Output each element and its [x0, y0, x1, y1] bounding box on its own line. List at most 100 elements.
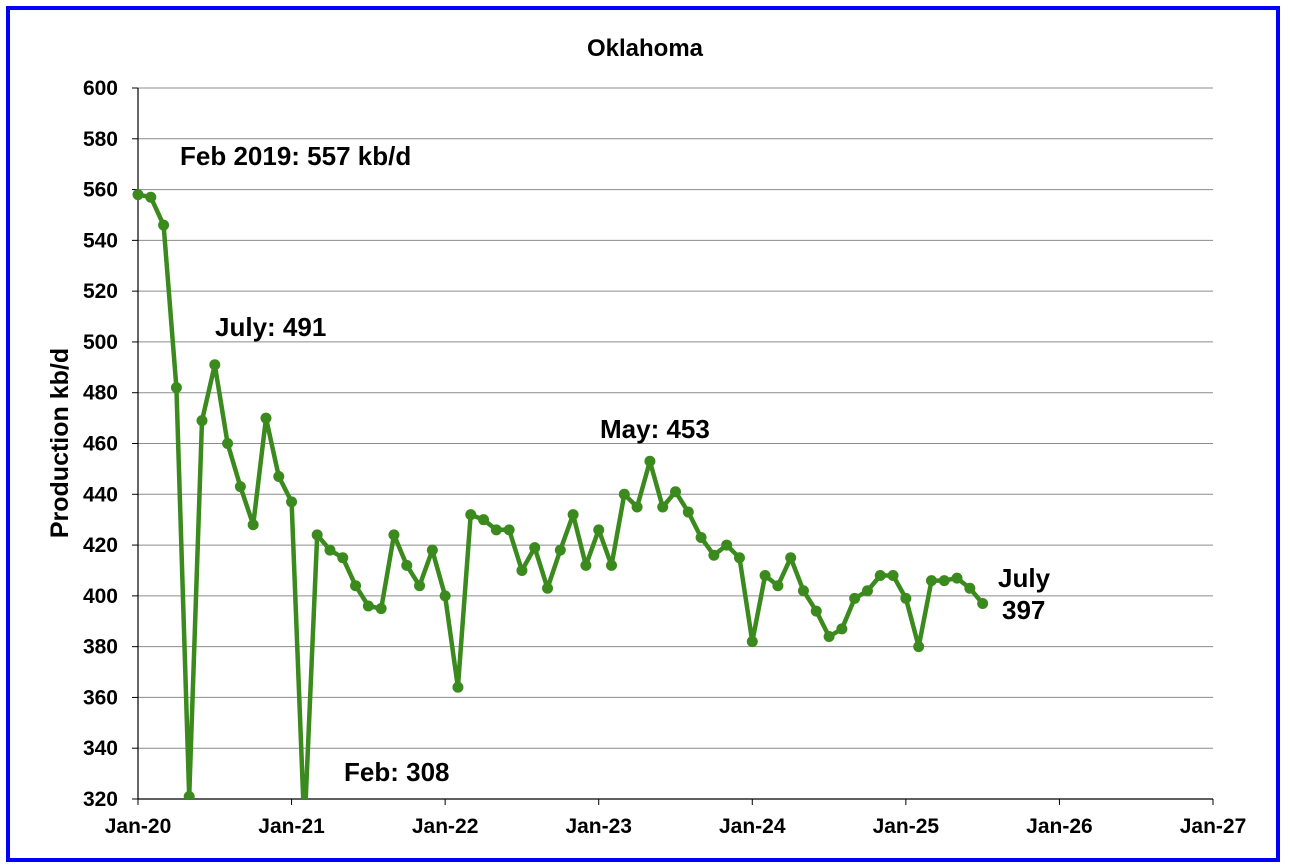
data-point [951, 572, 963, 584]
chart-title: Oklahoma [587, 35, 704, 62]
data-point [286, 496, 298, 508]
data-point [925, 575, 937, 587]
data-point [567, 509, 579, 521]
data-point [350, 580, 362, 592]
x-tick-label: Jan-27 [1180, 815, 1247, 838]
data-point [158, 219, 170, 231]
data-point [733, 552, 745, 564]
y-tick-label: 500 [83, 331, 118, 354]
data-point [797, 585, 809, 597]
data-point [759, 570, 771, 582]
y-tick-label: 440 [83, 483, 118, 506]
series-group [132, 189, 989, 799]
data-point [593, 524, 605, 536]
data-point [631, 501, 643, 513]
data-point [657, 501, 669, 513]
data-point [209, 359, 221, 371]
y-tick-label: 540 [83, 229, 118, 252]
y-tick-label: 420 [83, 534, 118, 557]
annotation-label: Feb 2019: 557 kb/d [180, 141, 411, 171]
data-point [452, 681, 464, 693]
data-point [606, 559, 618, 571]
data-point [874, 570, 886, 582]
annotation-label: July [998, 563, 1051, 593]
data-point [836, 623, 848, 635]
data-point [273, 471, 285, 483]
y-tick-label: 560 [83, 179, 118, 202]
data-point [234, 481, 246, 493]
y-tick-label: 460 [83, 433, 118, 456]
data-point [772, 580, 784, 592]
series-line [137, 192, 985, 799]
data-point [490, 524, 502, 536]
data-point [938, 575, 950, 587]
data-point [644, 455, 656, 467]
y-tick-label: 340 [83, 737, 118, 760]
data-point [324, 544, 336, 556]
data-point [618, 488, 630, 500]
y-tick-labels: 320 340 360 380 400 420 440 460 480 500 520 540 560 5… [83, 77, 118, 811]
y-tick-label: 360 [83, 686, 118, 709]
y-tick-label: 400 [83, 585, 118, 608]
data-point [670, 486, 681, 498]
data-point [542, 582, 554, 594]
data-point [362, 600, 374, 612]
data-point [170, 382, 182, 394]
annotations: Feb 2019: 557 kb/d July: 491 Feb: 308 May: … [180, 141, 1051, 787]
x-tick-label: Jan-21 [258, 815, 325, 838]
data-point [222, 438, 234, 449]
data-point [337, 552, 349, 564]
data-point [375, 603, 387, 615]
data-point [810, 605, 822, 617]
annotation-label: 397 [1002, 595, 1045, 625]
data-point [311, 529, 323, 541]
data-point [964, 582, 976, 594]
annotation-label: May: 453 [600, 414, 710, 444]
y-axis-label: Production kb/d [46, 348, 74, 538]
data-point [823, 630, 835, 642]
data-point [887, 570, 899, 582]
x-tick-label: Jan-20 [105, 815, 172, 838]
data-point [388, 529, 400, 541]
data-point [849, 592, 861, 604]
y-tick-label: 580 [83, 128, 118, 151]
y-tick-label: 520 [83, 280, 118, 303]
data-point [785, 552, 797, 564]
x-tick-label: Jan-25 [873, 815, 940, 838]
data-point [439, 590, 451, 602]
data-point [145, 191, 157, 203]
data-point [695, 531, 707, 543]
x-tick-label: Jan-26 [1026, 815, 1093, 838]
data-point [721, 539, 733, 551]
data-point [247, 519, 259, 531]
data-point [913, 641, 925, 653]
annotation-label: July: 491 [215, 312, 326, 342]
data-point [580, 559, 592, 571]
x-tick-label: Jan-23 [565, 815, 632, 838]
data-point [260, 412, 272, 424]
data-point [503, 524, 515, 536]
data-point [196, 415, 208, 427]
data-point [977, 597, 989, 609]
data-point [746, 636, 758, 648]
y-tick-label: 480 [83, 382, 118, 405]
annotation-label: Feb: 308 [344, 757, 450, 787]
x-tick-labels: Jan-20 Jan-21 Jan-22 Jan-23 Jan-24 Jan-25 Jan-… [105, 815, 1247, 838]
y-tick-label: 380 [83, 636, 118, 659]
data-point [414, 580, 426, 592]
data-point [529, 542, 541, 554]
y-tick-label: 320 [83, 788, 118, 811]
y-tick-label: 600 [83, 77, 118, 100]
data-point [900, 592, 912, 604]
data-point [554, 544, 566, 556]
data-point [708, 549, 720, 561]
data-point [465, 509, 477, 521]
x-tick-label: Jan-24 [719, 815, 786, 838]
chart-frame [6, 6, 1280, 862]
data-point [861, 585, 873, 597]
data-point [682, 506, 694, 518]
data-point [516, 564, 528, 576]
data-point [132, 189, 144, 201]
data-point [478, 514, 490, 526]
